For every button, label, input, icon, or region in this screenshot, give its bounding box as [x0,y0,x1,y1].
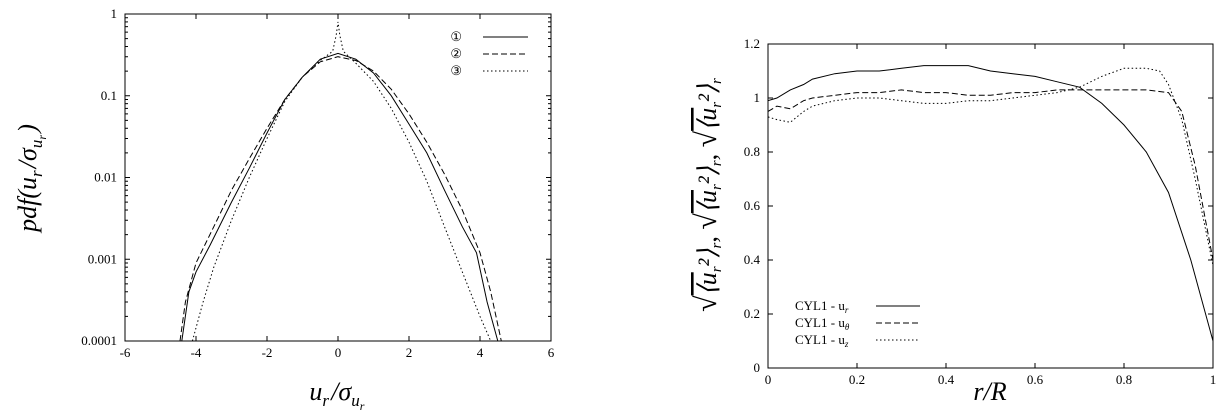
x-tick-label: 0.4 [938,372,955,387]
x-tick-label: 4 [477,345,484,360]
rms-profile-chart: 0 0.2 0.4 0.6 0.8 1 0 0.2 0.4 0.6 0.8 1 1.2 CYL1 - ur… [690,36,1216,406]
x-axis-label: ur /σur [309,377,366,413]
series-line-1 [181,52,499,341]
x-tick-label: 6 [548,345,555,360]
x-tick-label: -4 [191,345,202,360]
legend-label-2: CYL1 - uθ [795,315,850,332]
y-tick-label: 0.01 [94,170,117,185]
y-tick-label: 1.2 [744,36,760,51]
y-axis-label: √⟨ur²⟩r, √⟨ur²⟩r, √⟨ur²⟩r [690,78,725,312]
y-tick-label: 0.6 [744,198,761,213]
y-tick-label: 1 [111,6,118,21]
series-line-3 [768,67,1213,266]
x-tick-label: 0.2 [849,372,865,387]
x-tick-label: 0 [335,345,342,360]
legend-label-3: ③ [450,63,462,78]
series-line-2 [179,56,502,341]
x-tick-label: 1 [1210,372,1217,387]
y-tick-label: 1 [754,90,761,105]
series-line-1 [768,65,1213,342]
x-tick-label: 0.6 [1027,372,1044,387]
x-tick-label: 2 [406,345,413,360]
x-tick-label: -6 [120,345,131,360]
y-tick-label: 0.2 [744,306,760,321]
legend-label-1: ① [450,29,462,44]
y-axis-label-text: √⟨ur²⟩r, √⟨ur²⟩r, √⟨ur²⟩r [690,78,725,312]
y-tick-label: 0.1 [101,88,117,103]
y-tick-label: 0.8 [744,144,760,159]
legend-label-1: CYL1 - ur [795,298,849,315]
legend-label-2: ② [450,46,462,61]
legend-label-3: CYL1 - uz [795,332,849,349]
y-tick-label: 0.4 [744,252,761,267]
series-line-3 [191,21,492,341]
y-tick-label: 0 [754,360,761,375]
y-tick-label: 0.0001 [81,333,117,348]
series-line-2 [768,89,1213,261]
x-tick-label: -2 [262,345,273,360]
x-tick-label: 0.8 [1116,372,1132,387]
x-tick-label: 0 [765,372,772,387]
y-axis-label: pdf(ur /σur ) [13,124,49,234]
y-tick-label: 0.001 [88,251,117,266]
x-axis-label: r/R [973,377,1006,406]
